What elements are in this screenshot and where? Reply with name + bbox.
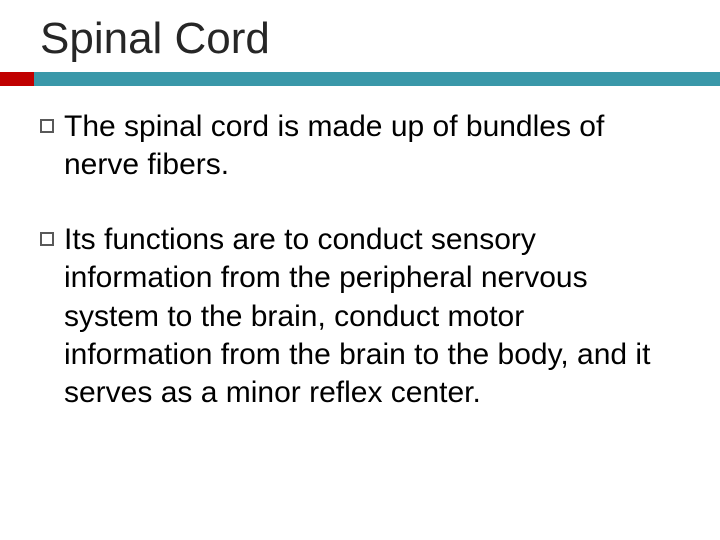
- bullet-text: The spinal cord is made up of bundles of…: [64, 108, 680, 185]
- accent-stub: [0, 72, 34, 86]
- slide-body: The spinal cord is made up of bundles of…: [40, 108, 680, 449]
- accent-bar: [0, 72, 720, 86]
- bullet-icon: [40, 232, 54, 246]
- slide: Spinal Cord The spinal cord is made up o…: [0, 0, 720, 540]
- bullet-text: Its functions are to conduct sensory inf…: [64, 221, 680, 413]
- slide-title: Spinal Cord: [40, 14, 270, 64]
- list-item: The spinal cord is made up of bundles of…: [40, 108, 680, 185]
- list-item: Its functions are to conduct sensory inf…: [40, 221, 680, 413]
- bullet-icon: [40, 119, 54, 133]
